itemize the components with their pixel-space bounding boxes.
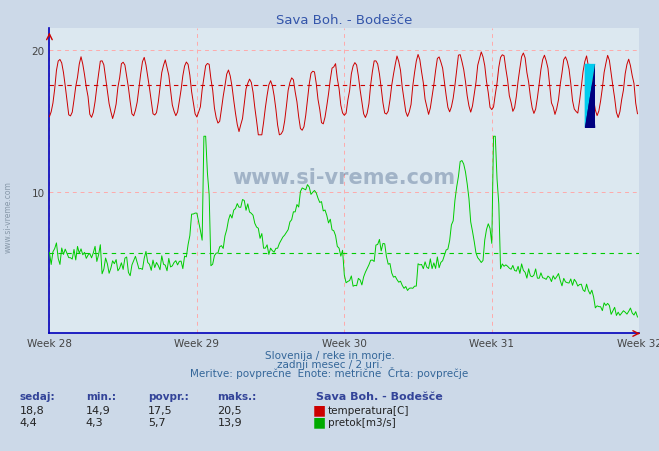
Text: 14,9: 14,9 bbox=[86, 405, 111, 415]
Polygon shape bbox=[585, 64, 595, 129]
Text: www.si-vreme.com: www.si-vreme.com bbox=[3, 180, 13, 253]
Text: 18,8: 18,8 bbox=[20, 405, 45, 415]
Text: www.si-vreme.com: www.si-vreme.com bbox=[233, 168, 456, 188]
Text: 5,7: 5,7 bbox=[148, 417, 166, 427]
Polygon shape bbox=[585, 64, 595, 129]
Polygon shape bbox=[585, 64, 595, 129]
Text: Slovenija / reke in morje.: Slovenija / reke in morje. bbox=[264, 350, 395, 360]
Text: povpr.:: povpr.: bbox=[148, 391, 189, 401]
Text: zadnji mesec / 2 uri.: zadnji mesec / 2 uri. bbox=[277, 359, 382, 369]
Polygon shape bbox=[585, 64, 595, 129]
Text: maks.:: maks.: bbox=[217, 391, 257, 401]
Polygon shape bbox=[585, 64, 595, 129]
Text: 4,4: 4,4 bbox=[20, 417, 38, 427]
Polygon shape bbox=[585, 64, 590, 129]
Text: Sava Boh. - Bodešče: Sava Boh. - Bodešče bbox=[316, 391, 443, 401]
Text: temperatura[C]: temperatura[C] bbox=[328, 405, 409, 415]
Text: 20,5: 20,5 bbox=[217, 405, 242, 415]
Text: Meritve: povprečne  Enote: metrične  Črta: povprečje: Meritve: povprečne Enote: metrične Črta:… bbox=[190, 367, 469, 378]
Text: ■: ■ bbox=[313, 414, 326, 428]
Text: 17,5: 17,5 bbox=[148, 405, 173, 415]
Text: 4,3: 4,3 bbox=[86, 417, 103, 427]
Text: 13,9: 13,9 bbox=[217, 417, 242, 427]
Text: min.:: min.: bbox=[86, 391, 116, 401]
Polygon shape bbox=[585, 64, 595, 129]
Text: ■: ■ bbox=[313, 403, 326, 417]
Title: Sava Boh. - Bodešče: Sava Boh. - Bodešče bbox=[276, 14, 413, 27]
Text: sedaj:: sedaj: bbox=[20, 391, 55, 401]
Text: pretok[m3/s]: pretok[m3/s] bbox=[328, 417, 395, 427]
